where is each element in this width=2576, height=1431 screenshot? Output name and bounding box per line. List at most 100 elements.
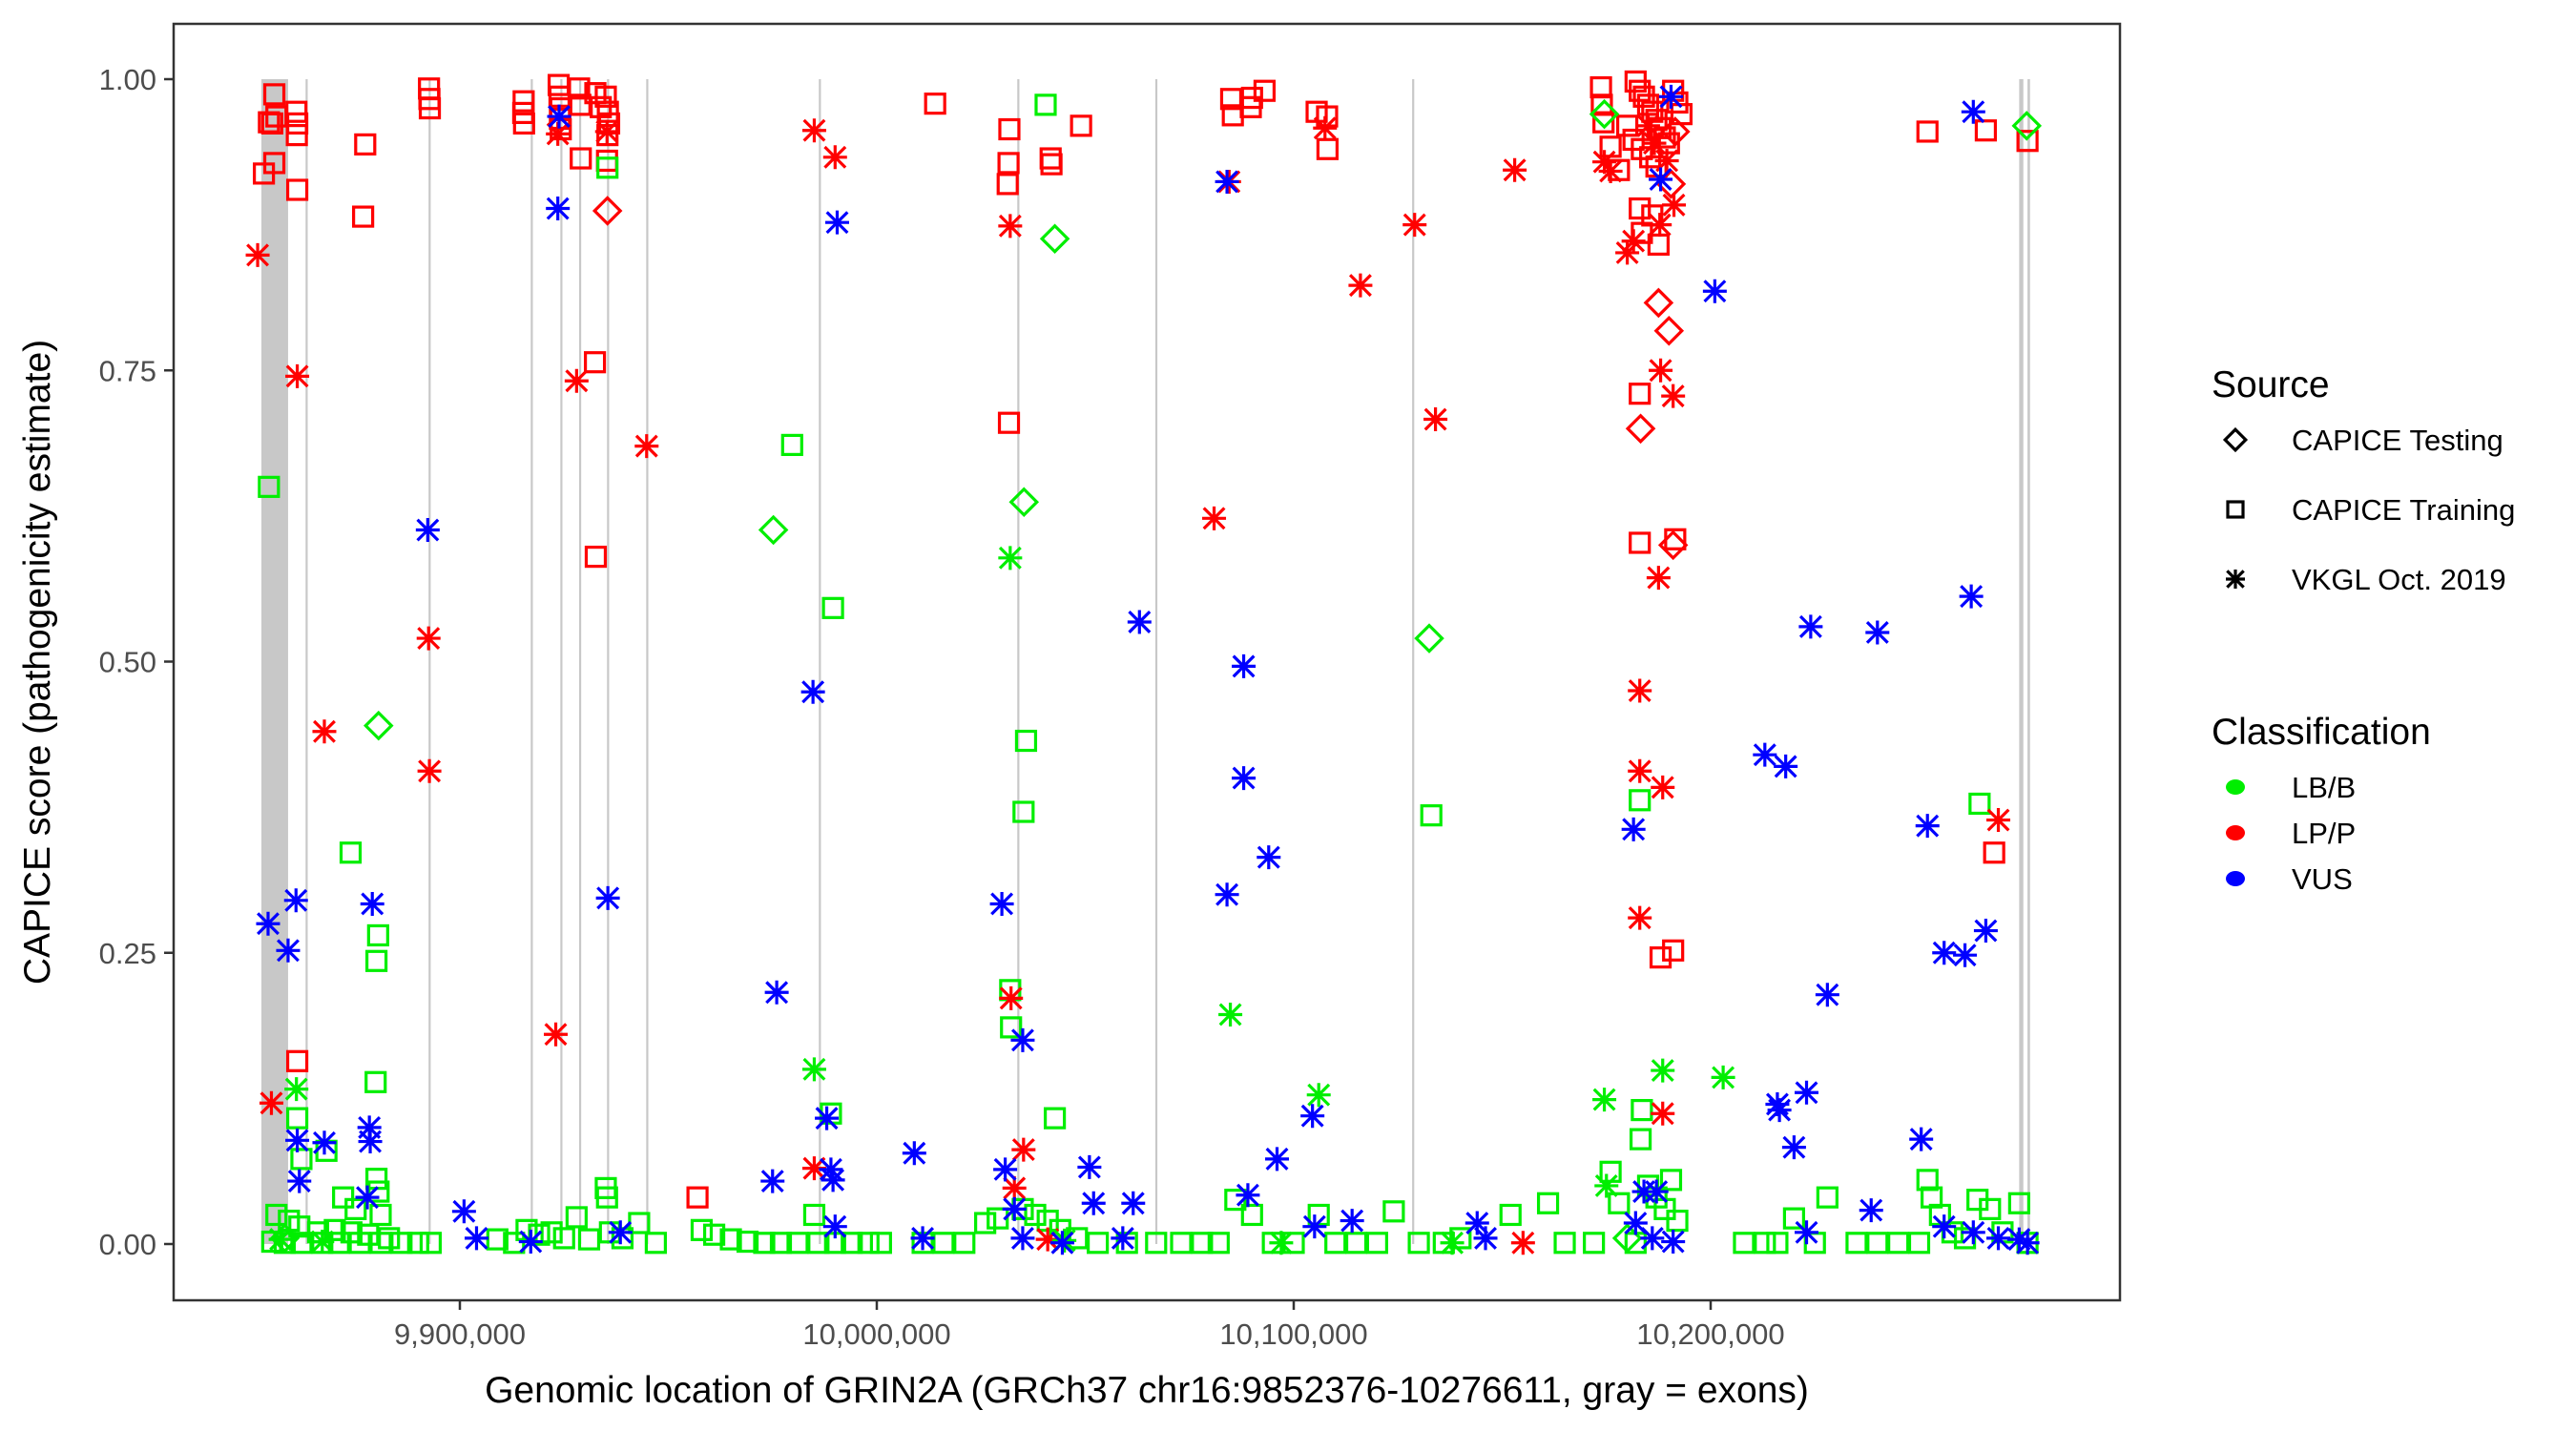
data-point <box>1621 817 1646 841</box>
exon-band <box>578 79 582 1244</box>
data-point <box>841 1232 863 1255</box>
data-point <box>354 133 377 156</box>
data-point <box>1657 529 1689 561</box>
data-point <box>1644 1179 1669 1204</box>
data-point <box>1002 1196 1027 1221</box>
data-point <box>608 1220 633 1245</box>
data-point <box>1661 384 1686 408</box>
data-point <box>1121 1191 1146 1215</box>
data-point <box>1232 766 1257 791</box>
data-point <box>1608 1192 1631 1214</box>
data-point <box>1623 1211 1648 1235</box>
data-point <box>932 1232 955 1255</box>
x-tick-label: 10,000,000 <box>802 1317 950 1351</box>
data-point <box>358 1130 383 1154</box>
data-point <box>800 679 825 704</box>
exon-band <box>2019 79 2024 1244</box>
data-point <box>2011 111 2043 141</box>
data-point <box>1961 1220 1985 1245</box>
data-point <box>1313 115 1338 140</box>
data-point <box>595 885 620 910</box>
data-point <box>1986 808 2011 833</box>
data-point <box>1916 120 1939 143</box>
data-point <box>1845 1232 1868 1255</box>
data-point <box>285 1049 309 1072</box>
data-point <box>1631 1179 1656 1204</box>
data-point <box>1795 1080 1819 1105</box>
data-point <box>998 214 1023 238</box>
data-point <box>769 1232 793 1255</box>
data-point <box>1733 1232 1755 1255</box>
data-point <box>1365 1232 1389 1255</box>
data-point <box>702 1223 726 1246</box>
data-point <box>1767 1098 1792 1123</box>
data-point <box>1553 1232 1576 1255</box>
data-point <box>924 93 946 115</box>
exon-layer <box>260 79 2030 1244</box>
data-point <box>1127 610 1152 634</box>
data-point <box>1402 213 1427 238</box>
data-point <box>1661 1230 1686 1255</box>
data-point <box>1440 1231 1465 1255</box>
data-point <box>1316 137 1339 160</box>
data-point <box>1010 1027 1035 1052</box>
series-capice-testing-lp-p <box>592 116 1691 561</box>
data-point <box>245 242 270 267</box>
data-point <box>1642 131 1667 156</box>
data-point <box>1666 91 1689 114</box>
data-point <box>1983 841 2005 864</box>
data-point <box>1510 1231 1535 1255</box>
data-point <box>1615 240 1640 265</box>
data-point <box>344 1197 367 1220</box>
data-point <box>1961 99 1985 124</box>
data-point <box>1781 1135 1806 1160</box>
data-point <box>262 152 286 175</box>
data-point <box>364 1070 387 1093</box>
data-point <box>284 1077 309 1102</box>
legend-label: VKGL Oct. 2019 <box>2292 563 2506 596</box>
data-point <box>764 980 789 1005</box>
exon-band <box>2027 79 2030 1244</box>
x-tick-label: 10,200,000 <box>1636 1317 1784 1351</box>
data-point <box>464 1226 488 1251</box>
data-point <box>760 1169 785 1193</box>
series-vkgl-oct-2019-lp-p <box>245 114 2011 1255</box>
data-point <box>1382 1200 1405 1223</box>
data-point <box>1269 1231 1294 1255</box>
data-point <box>801 118 826 143</box>
data-point <box>1012 800 1035 823</box>
data-point <box>910 1226 935 1251</box>
data-point <box>1344 1232 1368 1255</box>
x-tick-label: 9,900,000 <box>394 1317 526 1351</box>
data-point <box>1218 1002 1243 1027</box>
plot-panel <box>172 22 2122 1302</box>
data-point <box>807 1232 830 1255</box>
data-point <box>634 434 659 459</box>
data-point <box>390 1232 413 1255</box>
data-point <box>1207 1232 1230 1255</box>
data-point <box>1798 614 1823 639</box>
exon-band <box>260 79 288 1244</box>
data-point <box>1631 1098 1653 1122</box>
color-key-icon <box>2226 825 2245 840</box>
data-point <box>366 923 389 947</box>
data-point <box>1592 111 1615 134</box>
data-point <box>758 514 789 546</box>
data-point <box>1659 1169 1683 1192</box>
legend: Source CAPICE Testing CAPICE Training VK… <box>2212 364 2515 896</box>
exon-band <box>305 79 308 1244</box>
data-point <box>1077 1154 1102 1179</box>
data-point <box>1589 75 1612 99</box>
data-point <box>2007 1192 2030 1214</box>
data-point <box>1635 114 1660 138</box>
data-point <box>1473 1226 1498 1251</box>
y-tick-label: 0.00 <box>99 1228 156 1261</box>
data-point <box>592 196 623 226</box>
series-capice-testing-lb-b <box>269 98 2043 1254</box>
data-point <box>1302 1214 1327 1239</box>
data-point <box>310 1230 335 1255</box>
data-point <box>1666 1209 1689 1233</box>
data-point <box>997 411 1021 434</box>
data-point <box>1859 1198 1883 1223</box>
data-point <box>997 152 1020 175</box>
